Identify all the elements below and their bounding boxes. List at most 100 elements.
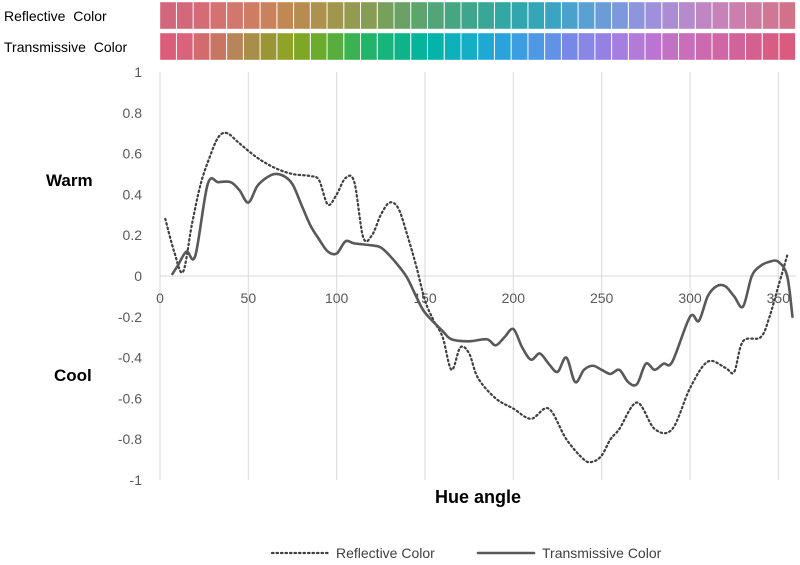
color-swatch — [210, 1, 227, 30]
color-swatch — [528, 32, 545, 61]
color-swatch — [528, 1, 545, 30]
color-swatch — [410, 1, 428, 30]
color-swatch — [427, 32, 445, 61]
color-swatch — [561, 1, 579, 30]
color-swatch — [427, 1, 445, 30]
color-swatch-rows: Reflective Color Transmissive Color — [4, 1, 796, 61]
color-swatch — [377, 1, 394, 30]
x-tick-label: 100 — [325, 290, 349, 306]
x-tick-label: 200 — [502, 290, 526, 306]
color-swatch — [410, 32, 428, 61]
swatch-row-1: Transmissive Color — [4, 32, 796, 61]
color-swatch — [343, 1, 361, 30]
color-swatch — [745, 1, 763, 30]
color-swatch — [544, 1, 562, 30]
x-axis-title: Hue angle — [435, 487, 521, 507]
color-swatch — [611, 1, 629, 30]
color-swatch — [762, 1, 779, 30]
legend-label: Reflective Color — [336, 545, 435, 560]
color-swatch — [779, 1, 796, 30]
color-swatch — [276, 32, 294, 61]
chart-axes: 10.80.60.40.20-0.2-0.4-0.6-0.8-10 50 100 15… — [118, 64, 796, 488]
color-swatch — [243, 1, 261, 30]
color-swatch — [293, 1, 311, 30]
color-swatch — [695, 1, 712, 30]
chart-series — [164, 131, 794, 464]
color-swatch — [394, 32, 411, 61]
color-swatch — [712, 32, 729, 61]
color-swatch — [193, 32, 210, 61]
color-swatch — [477, 32, 495, 61]
color-swatch — [461, 32, 478, 61]
y-tick-label: 0 — [134, 268, 142, 284]
y-tick-label: -0.4 — [118, 350, 142, 366]
color-swatch — [360, 32, 378, 61]
color-swatch — [678, 1, 696, 30]
color-swatch — [444, 1, 461, 30]
color-swatch — [293, 32, 311, 61]
y-tick-label: -0.2 — [118, 309, 142, 325]
color-swatch — [394, 1, 411, 30]
swatch-row-label: Transmissive Color — [4, 39, 128, 55]
color-swatch — [260, 32, 277, 61]
y-tick-label: 0.8 — [123, 105, 143, 121]
color-swatch — [494, 1, 512, 30]
y-tick-label: 0.4 — [123, 186, 143, 202]
color-swatch — [728, 32, 746, 61]
color-swatch — [226, 32, 244, 61]
color-swatch — [594, 32, 612, 61]
color-swatch — [159, 32, 177, 61]
swatch-row-label: Reflective Color — [4, 8, 107, 24]
color-swatch — [477, 1, 495, 30]
color-swatch — [661, 1, 679, 30]
color-swatch — [494, 32, 512, 61]
color-swatch — [511, 1, 528, 30]
color-swatch — [544, 32, 562, 61]
legend-item-1: Transmissive Color — [476, 545, 662, 561]
color-swatch — [243, 32, 261, 61]
y-tick-label: 1 — [134, 64, 142, 80]
color-swatch — [779, 32, 796, 61]
color-swatch — [645, 1, 662, 30]
x-tick-label: 350 — [767, 290, 791, 306]
color-swatch — [594, 1, 612, 30]
color-swatch — [310, 32, 327, 61]
y-label-warm: Warm — [46, 171, 93, 190]
x-tick-label: 0 — [156, 290, 164, 306]
color-swatch — [360, 1, 378, 30]
color-swatch — [728, 1, 746, 30]
y-tick-label: -0.8 — [118, 431, 142, 447]
swatch-row-0: Reflective Color — [4, 1, 796, 30]
color-swatch — [159, 1, 177, 30]
y-tick-label: -1 — [130, 472, 143, 488]
color-swatch — [327, 32, 344, 61]
color-swatch — [678, 32, 696, 61]
color-swatch — [343, 32, 361, 61]
color-swatch — [561, 32, 579, 61]
series-line-reflective — [164, 131, 789, 464]
color-swatch — [611, 32, 629, 61]
y-tick-label: 0.6 — [123, 146, 143, 162]
color-swatch — [511, 32, 528, 61]
color-swatch — [193, 1, 210, 30]
color-swatch — [628, 1, 645, 30]
y-tick-label: 0.2 — [123, 227, 143, 243]
color-swatch — [444, 32, 461, 61]
series-line-transmissive — [171, 172, 794, 387]
color-swatch — [276, 1, 294, 30]
legend-item-0: Reflective Color — [270, 545, 435, 561]
color-swatch — [377, 32, 394, 61]
color-swatch — [661, 32, 679, 61]
chart-legend: Reflective Color Transmissive Color — [270, 545, 662, 561]
y-tick-label: -0.6 — [118, 390, 142, 406]
color-swatch — [226, 1, 244, 30]
color-swatch — [628, 32, 645, 61]
color-swatch — [695, 32, 712, 61]
color-swatch — [310, 1, 327, 30]
color-swatch — [260, 1, 277, 30]
color-swatch — [712, 1, 729, 30]
color-swatch — [327, 1, 344, 30]
x-tick-label: 300 — [678, 290, 702, 306]
y-label-cool: Cool — [54, 366, 92, 385]
